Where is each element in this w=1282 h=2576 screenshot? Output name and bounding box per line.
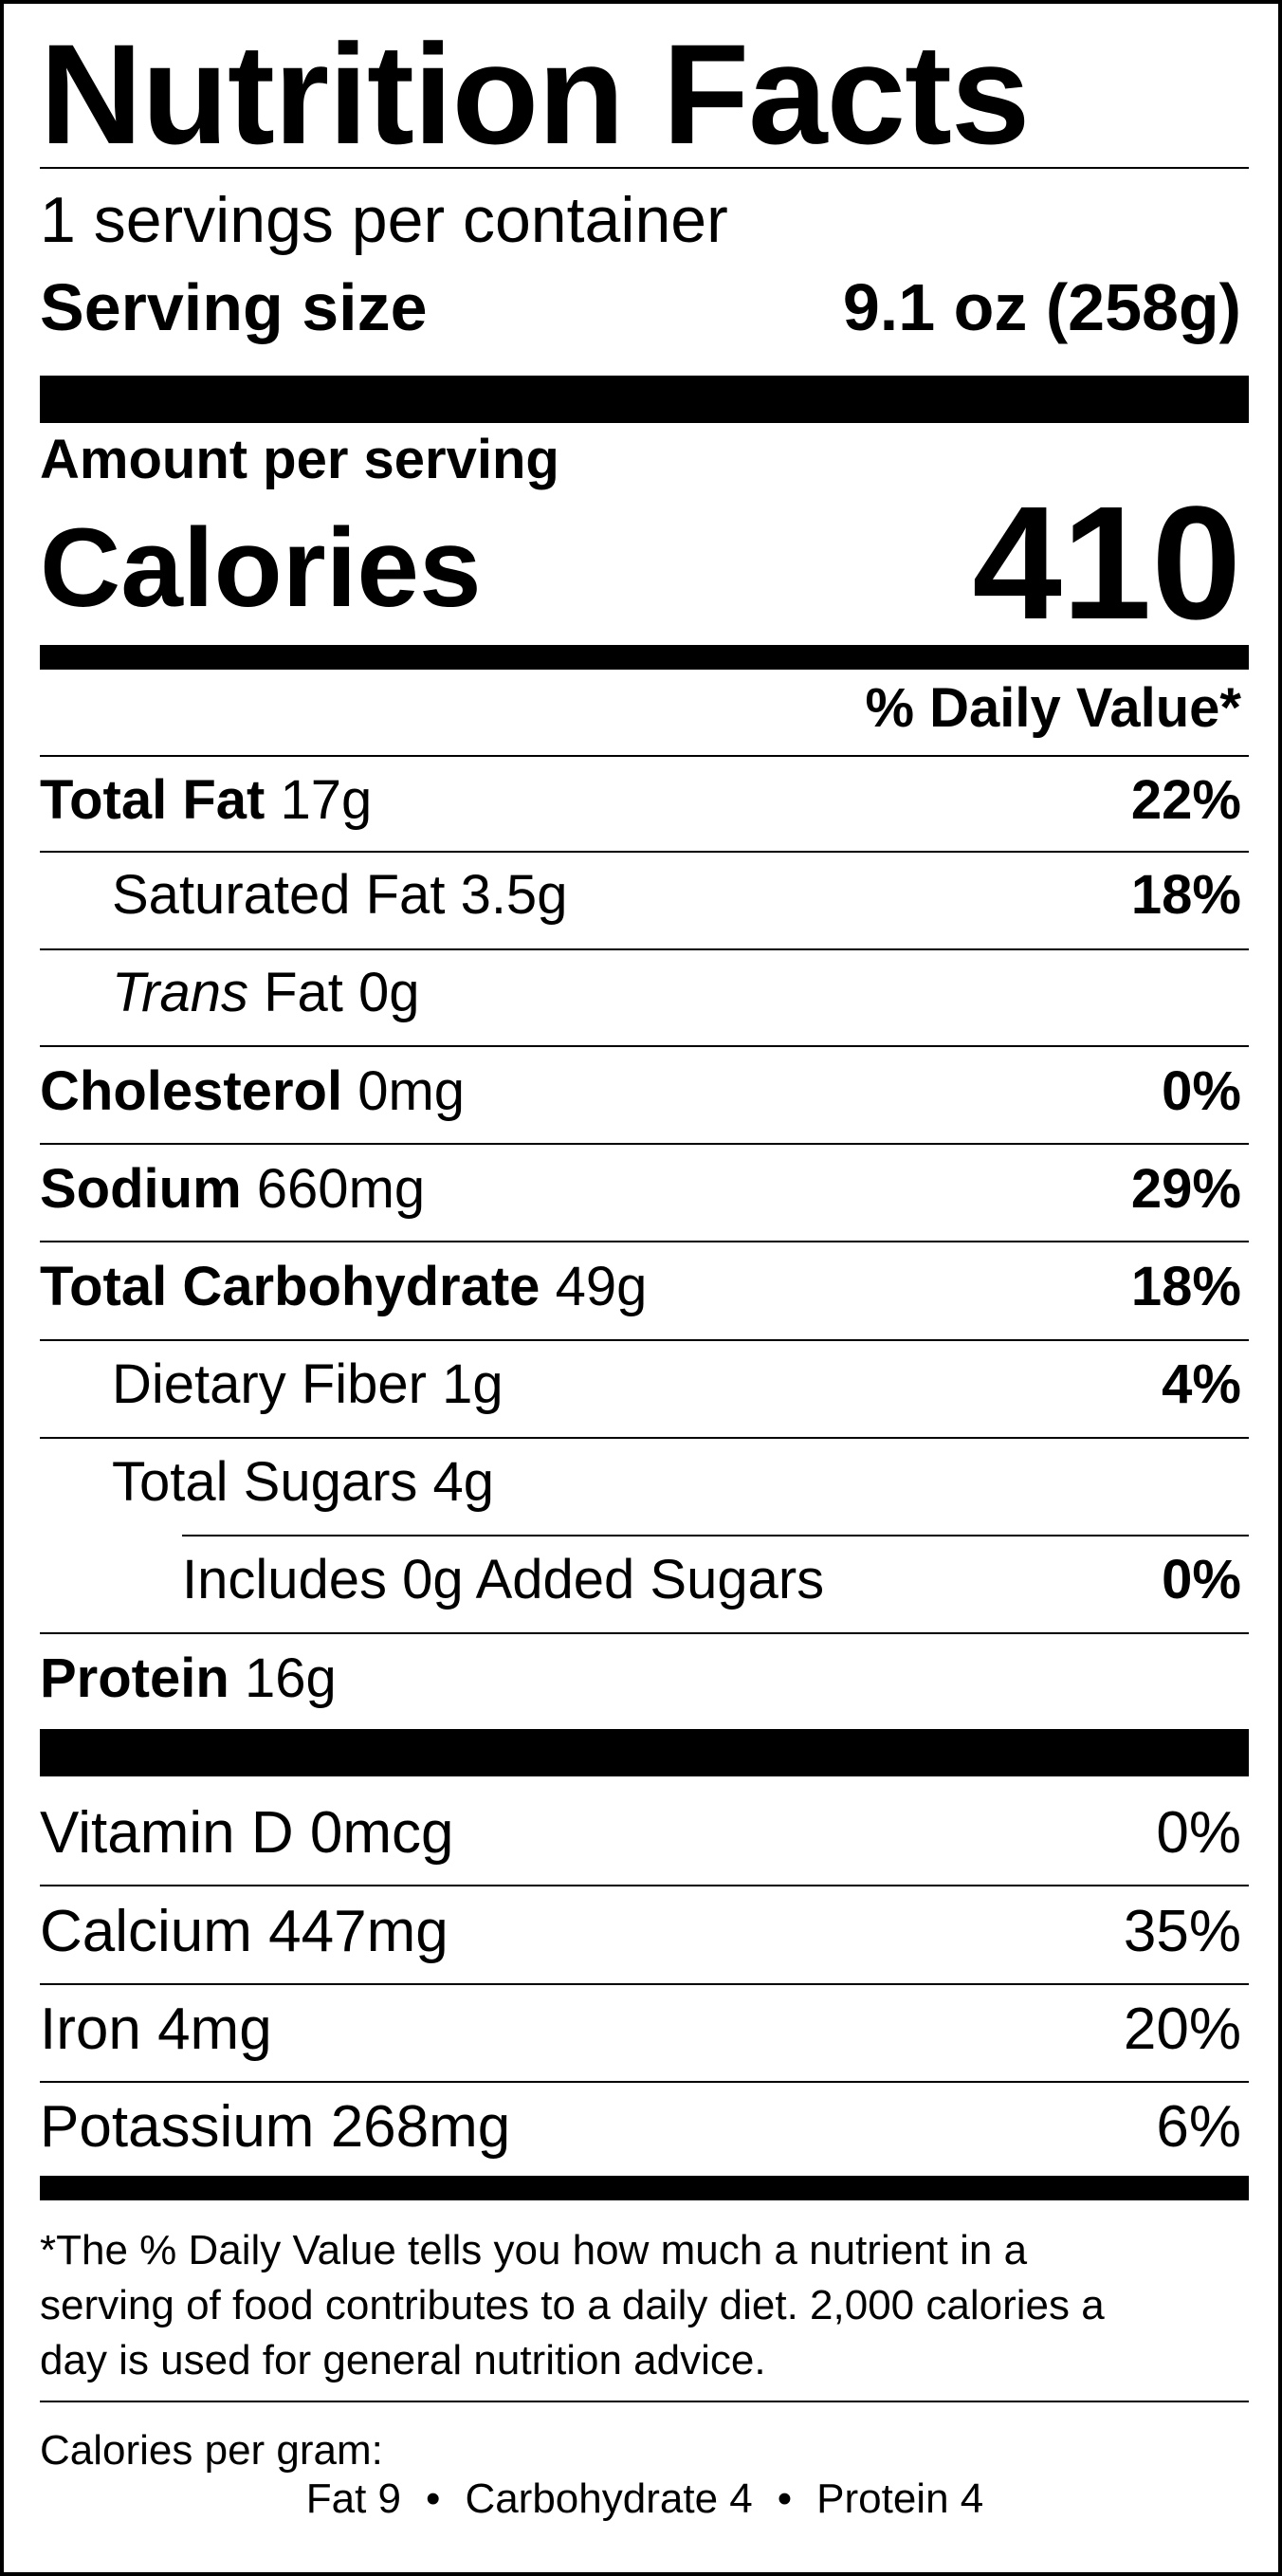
nutrient-amount: 49g [555, 1256, 648, 1317]
divider [40, 1045, 1249, 1047]
nutrient-dv: 22% [1130, 769, 1241, 831]
nutrient-amount: 16g [244, 1647, 337, 1709]
nutrient-amount: 1g [442, 1353, 504, 1415]
divider [40, 1339, 1249, 1341]
nutrient-amount: 4g [432, 1451, 495, 1513]
daily-value-header: % Daily Value* [865, 677, 1241, 739]
footnote-line: serving of food contributes to a daily d… [40, 2282, 1105, 2328]
thick-divider [40, 1729, 1249, 1776]
nutrient-dv: 4% [1162, 1353, 1241, 1415]
thick-divider [40, 376, 1249, 423]
vitamin-row-vitamin-d: Vitamin D 0mcg [40, 1799, 453, 1868]
medium-divider [40, 645, 1249, 670]
vitamin-dv: 35% [1123, 1899, 1241, 1964]
vitamin-dv: 0% [1156, 1800, 1241, 1866]
calories-label: Calories [40, 506, 482, 631]
nutrient-amount: 0mg [357, 1060, 466, 1122]
nutrient-row-protein: Protein 16g [40, 1646, 337, 1712]
nutrient-row-added-sugars: Includes 0g Added Sugars [182, 1547, 824, 1613]
divider [40, 1632, 1249, 1634]
divider [40, 1241, 1249, 1242]
vitamin-row-iron: Iron 4mg [40, 1996, 272, 2064]
divider [40, 1885, 1249, 1886]
vitamin-name: Calcium [40, 1899, 252, 1964]
vitamin-name: Vitamin D [40, 1800, 294, 1866]
vitamin-amount: 447mg [268, 1899, 449, 1964]
cpg-fat: Fat 9 [305, 2475, 402, 2522]
nutrient-row-trans-fat: Trans Fat 0g [112, 960, 420, 1026]
nutrient-amount: 3.5g [460, 864, 568, 926]
cpg-carbohydrate: Carbohydrate 4 [465, 2475, 753, 2522]
cpg-protein: Protein 4 [816, 2475, 984, 2522]
vitamin-row-calcium: Calcium 447mg [40, 1898, 449, 1966]
calories-per-gram-label: Calories per gram: [40, 2427, 383, 2474]
divider [40, 1143, 1249, 1145]
nutrient-amount: 17g [280, 769, 373, 831]
bullet-separator: • [777, 2475, 793, 2522]
amount-per-serving: Amount per serving [40, 429, 559, 490]
vitamin-row-potassium: Potassium 268mg [40, 2093, 510, 2162]
label-title: Nutrition Facts [40, 14, 1030, 174]
nutrient-dv: 0% [1162, 1549, 1241, 1610]
divider [40, 948, 1249, 950]
divider [40, 167, 1249, 169]
divider [182, 1535, 1249, 1536]
nutrient-row-cholesterol: Cholesterol 0mg [40, 1058, 465, 1125]
serving-size-label: Serving size [40, 270, 428, 344]
nutrient-dv: 18% [1130, 1256, 1241, 1317]
divider [40, 1983, 1249, 1985]
nutrient-name: Includes 0g Added Sugars [182, 1549, 825, 1610]
calories-per-gram-items: Fat 9 • Carbohydrate 4 • Protein 4 [4, 2472, 1282, 2527]
footnote-line: day is used for general nutrition advice… [40, 2337, 766, 2383]
nutrient-row-sodium: Sodium 660mg [40, 1156, 425, 1223]
nutrient-name: Protein [40, 1647, 229, 1709]
divider [40, 2081, 1249, 2083]
nutrient-name: Dietary Fiber [112, 1353, 427, 1415]
nutrient-name: Total Carbohydrate [40, 1256, 540, 1317]
bullet-separator: • [426, 2475, 441, 2522]
divider [40, 2401, 1249, 2402]
vitamin-name: Potassium [40, 2094, 315, 2160]
nutrient-name: Cholesterol [40, 1060, 343, 1122]
nutrient-row-saturated-fat: Saturated Fat 3.5g [112, 862, 567, 929]
nutrient-row-total-sugars: Total Sugars 4g [112, 1449, 494, 1516]
divider [40, 755, 1249, 757]
nutrient-name: Total Fat [40, 769, 266, 831]
nutrient-name: Total Sugars [112, 1451, 418, 1513]
vitamin-amount: 268mg [330, 2094, 511, 2160]
vitamin-amount: 0mcg [309, 1800, 454, 1866]
nutrient-row-total-carbohydrate: Total Carbohydrate 49g [40, 1254, 647, 1320]
nutrient-name: Fat [264, 962, 343, 1023]
nutrient-amount: 0g [358, 962, 420, 1023]
nutrient-dv: 18% [1130, 864, 1241, 926]
medium-divider [40, 2176, 1249, 2200]
nutrient-dv: 29% [1130, 1158, 1241, 1220]
servings-per-container: 1 servings per container [40, 184, 728, 256]
nutrient-name: Sodium [40, 1158, 242, 1220]
vitamin-name: Iron [40, 1996, 141, 2062]
vitamin-amount: 4mg [157, 1996, 272, 2062]
divider [40, 851, 1249, 853]
nutrient-row-dietary-fiber: Dietary Fiber 1g [112, 1352, 504, 1418]
footnote-line: *The % Daily Value tells you how much a … [40, 2227, 1028, 2273]
vitamin-dv: 20% [1123, 1996, 1241, 2062]
nutrient-amount: 660mg [256, 1158, 426, 1220]
divider [40, 1437, 1249, 1439]
nutrient-dv: 0% [1162, 1060, 1241, 1122]
nutrient-name: Saturated Fat [112, 864, 446, 926]
vitamin-dv: 6% [1156, 2094, 1241, 2160]
nutrient-row-total-fat: Total Fat 17g [40, 767, 372, 834]
serving-size-value: 9.1 oz (258g) [842, 270, 1241, 344]
nutrient-name-italic: Trans [112, 962, 248, 1023]
calories-value: 410 [972, 473, 1241, 653]
